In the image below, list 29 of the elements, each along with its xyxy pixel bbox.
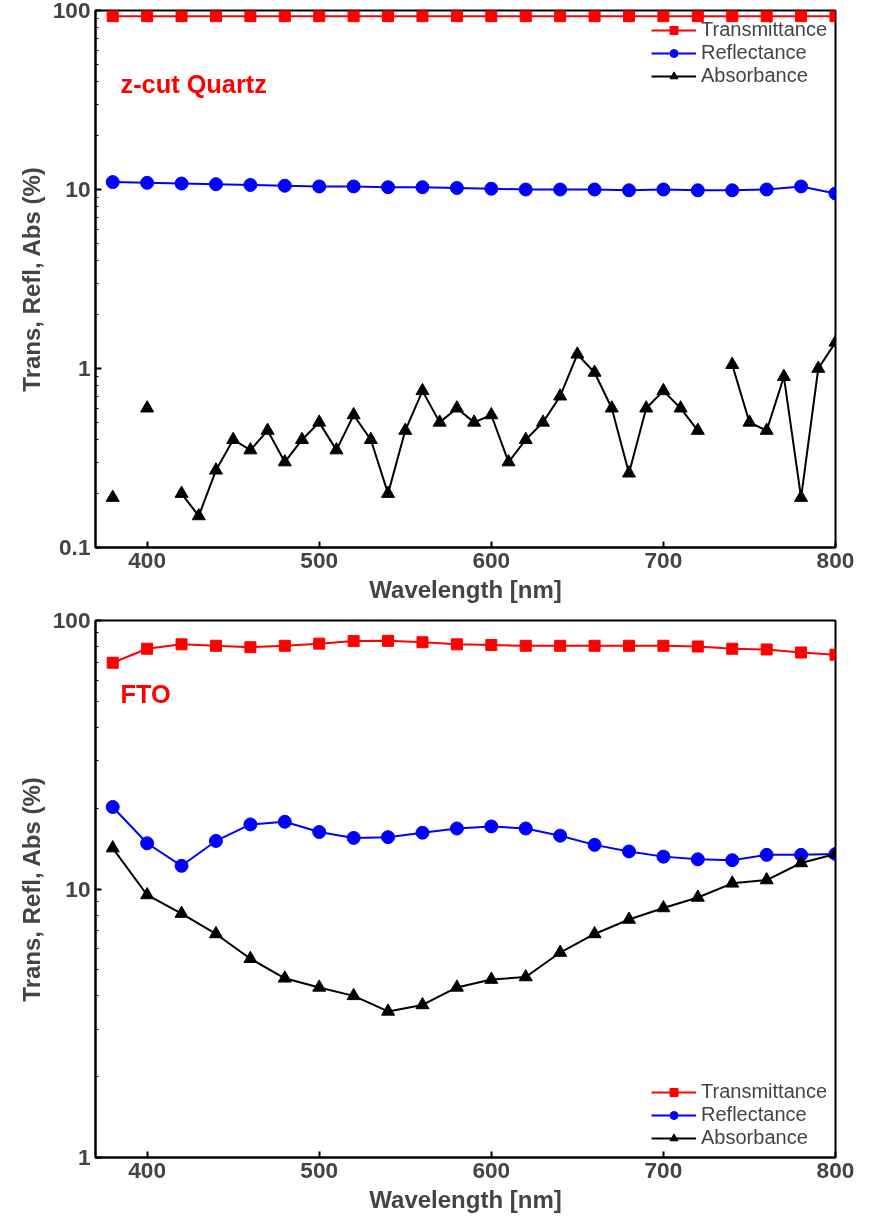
y-tick-label: 100 [52, 0, 91, 23]
x-tick-label: 600 [472, 546, 511, 573]
legend-label: Transmittance [701, 1080, 827, 1103]
y-tick-label: 0.1 [59, 534, 91, 560]
annotation: z-cut Quartz [120, 69, 267, 98]
legend-label: Reflectance [701, 41, 807, 64]
x-tick-label: 800 [816, 1156, 855, 1183]
x-tick-label: 700 [644, 546, 683, 573]
x-axis-title: Wavelength [nm] [369, 575, 562, 603]
legend-label: Absorbance [701, 1126, 808, 1149]
annotation: FTO [120, 679, 171, 708]
x-tick-label: 400 [128, 1156, 167, 1183]
y-tick-label: 100 [52, 607, 91, 633]
x-tick-label: 600 [472, 1156, 511, 1183]
legend-label: Absorbance [701, 64, 808, 87]
y-axis-title: Trans, Refl, Abs (%) [17, 167, 45, 392]
x-tick-label: 800 [816, 546, 855, 573]
x-tick-label: 500 [300, 546, 339, 573]
x-tick-label: 400 [128, 546, 167, 573]
x-axis-title: Wavelength [nm] [369, 1185, 562, 1213]
y-tick-label: 10 [65, 875, 91, 902]
x-tick-label: 500 [300, 1156, 339, 1183]
y-tick-label: 1 [77, 1144, 91, 1170]
y-tick-label: 10 [65, 176, 91, 202]
y-tick-label: 1 [77, 355, 91, 381]
legend-label: Transmittance [701, 18, 827, 41]
y-axis-title: Trans, Refl, Abs (%) [17, 777, 45, 1002]
legend-label: Reflectance [701, 1103, 807, 1126]
x-tick-label: 700 [644, 1156, 683, 1183]
